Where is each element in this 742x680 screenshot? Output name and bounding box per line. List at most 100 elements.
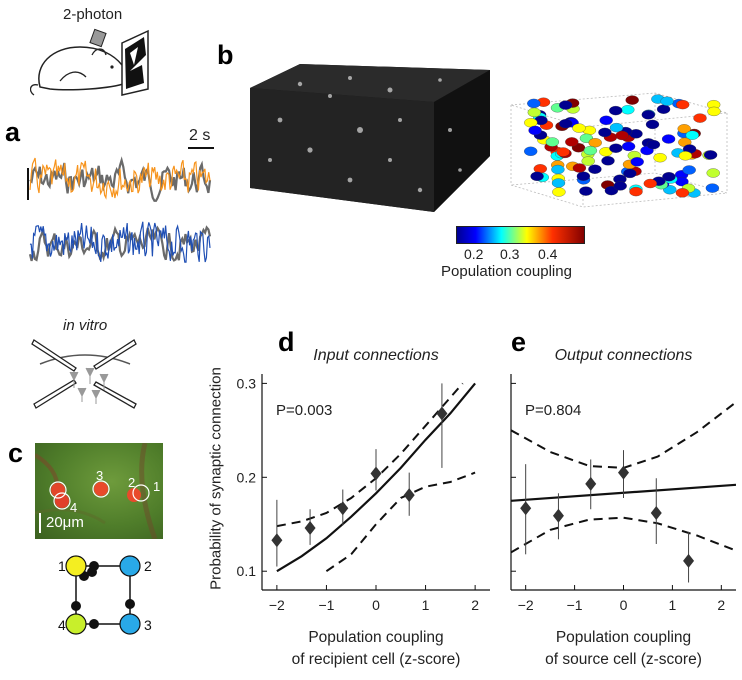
shared-ylabel-box: Probability of synaptic connection bbox=[196, 330, 225, 630]
data-point bbox=[271, 533, 283, 548]
in-vitro-illustration bbox=[31, 339, 137, 409]
cell-dot bbox=[643, 178, 657, 189]
cell-dot bbox=[572, 163, 587, 173]
cell-dot bbox=[676, 99, 690, 110]
cell-dot bbox=[625, 95, 639, 105]
p-value-annotation: P=0.804 bbox=[525, 402, 581, 419]
cell-dot bbox=[641, 110, 655, 120]
data-point bbox=[618, 465, 629, 480]
x-tick-label: 2 bbox=[717, 597, 725, 613]
cell-dot bbox=[613, 181, 627, 191]
cell-dot bbox=[545, 137, 560, 147]
cell-dot bbox=[572, 123, 586, 133]
chart-output-connections: Output connections P=0.804 −2 −1 0 1 2 Populati… bbox=[510, 347, 736, 668]
node-label-2: 2 bbox=[144, 558, 152, 574]
data-point bbox=[683, 553, 695, 568]
cell-dot bbox=[609, 143, 623, 153]
x-tick-label: 0 bbox=[620, 597, 628, 613]
cell-dot bbox=[609, 105, 623, 116]
x-tick-label: 2 bbox=[471, 597, 479, 613]
cell-dot bbox=[588, 164, 602, 174]
data-point bbox=[436, 406, 448, 421]
network-diagram: 1 2 3 4 bbox=[58, 555, 152, 635]
x-axis-label: Population coupling bbox=[308, 629, 443, 646]
cell-dot bbox=[528, 125, 542, 136]
ci-lower-line bbox=[511, 516, 736, 554]
data-point bbox=[403, 488, 415, 503]
cell-dot bbox=[653, 153, 667, 163]
node-4 bbox=[65, 613, 87, 635]
cell-dot bbox=[527, 107, 541, 118]
cell-dot bbox=[551, 178, 566, 188]
cell-dot bbox=[621, 141, 636, 152]
mouse-illustration bbox=[30, 28, 149, 96]
colorbar-tick-3: 0.4 bbox=[538, 246, 558, 262]
panel-label-a: a bbox=[5, 117, 21, 147]
cell-dot bbox=[598, 127, 612, 138]
p-value-annotation: P=0.003 bbox=[276, 402, 332, 419]
cell-dot bbox=[556, 147, 570, 157]
cell-dot bbox=[662, 172, 676, 182]
node-label-1: 1 bbox=[58, 558, 66, 574]
x-tick-label: 0 bbox=[372, 597, 380, 613]
cell-dot bbox=[703, 150, 718, 160]
cell-dot bbox=[551, 164, 565, 175]
colorbar-tick-1: 0.2 bbox=[464, 246, 484, 262]
cell-dot bbox=[621, 105, 635, 115]
panel-label-c: c bbox=[8, 438, 24, 468]
cell-dot bbox=[527, 98, 541, 109]
cell-dot bbox=[675, 188, 690, 198]
data-point bbox=[552, 508, 564, 523]
colorbar-tick-2: 0.3 bbox=[500, 246, 520, 262]
cell-2 bbox=[127, 488, 141, 502]
x-tick-label: 1 bbox=[422, 597, 430, 613]
cell-dot bbox=[623, 168, 637, 179]
y-tick-label: 0.3 bbox=[237, 375, 257, 391]
data-point bbox=[585, 476, 597, 491]
panel-label-b: b bbox=[217, 40, 234, 70]
colorbar bbox=[456, 226, 585, 244]
cell-label-2: 2 bbox=[128, 475, 136, 490]
cell-dot bbox=[559, 119, 573, 129]
cell-dot bbox=[609, 122, 624, 133]
node-3 bbox=[119, 613, 141, 635]
x-axis-label: of source cell (z-score) bbox=[545, 651, 702, 668]
cell-dot bbox=[576, 171, 591, 181]
cell-dot bbox=[630, 157, 644, 167]
cell-dot bbox=[588, 138, 602, 148]
data-point bbox=[337, 501, 349, 516]
cell-trace-blue bbox=[29, 221, 211, 263]
panel-label-d: d bbox=[278, 327, 295, 357]
cell-dot bbox=[645, 119, 660, 130]
cell-dot bbox=[677, 124, 691, 134]
panel-label-e: e bbox=[511, 327, 527, 357]
chart-input-connections: Input connections P=0.003 −2 −1 0 1 2 0.1 0.2 0.3… bbox=[237, 347, 490, 668]
x-tick-label: −1 bbox=[318, 597, 334, 613]
cell-dot bbox=[660, 96, 674, 106]
cell-1 bbox=[132, 484, 150, 502]
cell-dot bbox=[530, 171, 544, 181]
cell-dot bbox=[565, 137, 579, 147]
x-tick-label: −2 bbox=[269, 597, 285, 613]
time-scalebar-label: 2 s bbox=[189, 127, 211, 144]
colorbar-label: Population coupling bbox=[441, 263, 572, 280]
cell-dot bbox=[559, 100, 573, 110]
cell-dot bbox=[524, 146, 538, 156]
x-tick-label: 1 bbox=[669, 597, 677, 613]
chart-title: Output connections bbox=[555, 347, 693, 364]
activity-traces bbox=[27, 147, 214, 263]
node-2 bbox=[119, 555, 141, 577]
y-tick-label: 0.1 bbox=[237, 563, 257, 579]
cell-dot bbox=[656, 104, 671, 114]
cell-scatter-3d bbox=[510, 92, 728, 208]
x-tick-label: −1 bbox=[567, 597, 583, 613]
scalebar-label: 20μm bbox=[46, 514, 84, 531]
cell-dot bbox=[601, 156, 615, 166]
cell-dot bbox=[693, 113, 707, 123]
fluorescence-image: 3 2 1 4 20μm bbox=[35, 443, 163, 539]
cell-label-3: 3 bbox=[96, 468, 104, 483]
y-tick-label: 0.2 bbox=[237, 469, 257, 485]
cell-dot bbox=[707, 106, 721, 117]
cell-dot bbox=[682, 165, 696, 175]
cell-dot bbox=[685, 130, 699, 140]
